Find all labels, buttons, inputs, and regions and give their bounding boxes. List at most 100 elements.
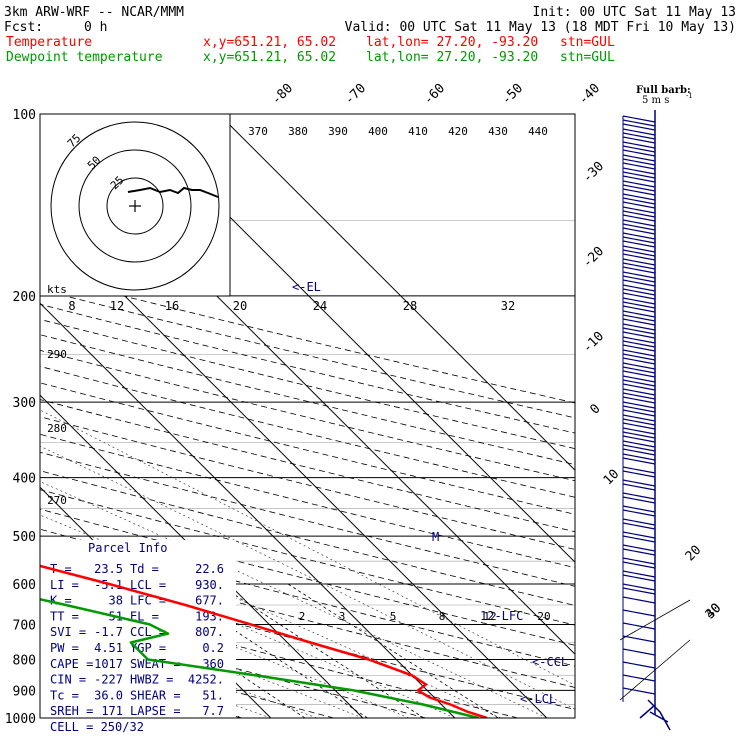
barb-legend-exp: -1 [686, 92, 693, 100]
wind-barb-flag [622, 505, 656, 513]
wind-barb-flag [622, 687, 656, 695]
barb-legend-units: 5 m s [642, 95, 669, 106]
sounding-annotations: <-EL 12-LFC <-CCL <-LCL M [292, 280, 568, 706]
wind-barb-flag [622, 297, 656, 305]
wind-barb-flag [622, 401, 656, 409]
wind-barb-flag [622, 314, 656, 322]
wind-barb-flag [622, 327, 656, 335]
wind-barb-flag [622, 622, 656, 630]
isotherm [40, 302, 456, 718]
wind-barb-flag [622, 331, 656, 339]
parcel-row-label: PW = [50, 641, 79, 655]
temperature-tick-label: 10 [601, 467, 623, 489]
parcel-row-label: TT = [50, 609, 79, 623]
wind-barb-flag [622, 422, 656, 430]
wind-barbs [619, 110, 691, 731]
parcel-row-label: HWBZ = [130, 673, 173, 687]
wind-barb-flag [622, 674, 656, 682]
wind-barb-flag [622, 496, 656, 504]
mixing-ratio-label: 2 [299, 610, 306, 623]
legend-dew-latlon: lat,lon= 27.20, -93.20 [366, 50, 538, 65]
wind-guide [619, 639, 691, 701]
wind-barb-flag [622, 253, 656, 261]
wind-barb-flag [622, 132, 656, 140]
parcel-row-value: 1017 [94, 657, 123, 671]
pressure-tick-label: 100 [13, 108, 36, 123]
wind-barb-flag [622, 357, 656, 365]
wind-barb-flag [622, 448, 656, 456]
wind-barb-flag [622, 284, 656, 292]
wind-barb-flag [622, 353, 656, 361]
wind-barb-flag [622, 206, 656, 214]
parcel-row-value: 36.0 [94, 688, 123, 702]
wind-barb-flag [622, 188, 656, 196]
moist-adiabat [40, 445, 575, 710]
temperature-line [40, 564, 488, 718]
wind-barb-flag [622, 175, 656, 183]
wind-barb-flag [622, 340, 656, 348]
wind-barb-flag [622, 544, 656, 552]
init-time: Init: 00 UTC Sat 11 May 13 [533, 5, 737, 20]
fcst-label: Fcst: [4, 20, 43, 35]
annotation-label: <-CCL [532, 655, 568, 669]
wind-barb-flag [622, 561, 656, 569]
temperature-tick-label: 0 [587, 401, 603, 417]
wind-barb-flag [622, 240, 656, 248]
parcel-row-value: 4252. [188, 673, 224, 687]
wind-barb-flag [622, 258, 656, 266]
dry-adiabat-label: 290 [47, 348, 67, 361]
moist-adiabat [40, 481, 547, 718]
wind-barb-flag [622, 587, 656, 595]
wind-barb-surface [639, 699, 671, 731]
wind-guide [619, 599, 691, 641]
hodograph-ring [78, 149, 192, 263]
wind-barb-flag [622, 522, 656, 530]
valid-time: Valid: 00 UTC Sat 11 May 13 (18 MDT Fri … [345, 20, 736, 35]
hodograph-units: kts [47, 283, 67, 296]
wind-barb-flag [622, 370, 656, 378]
hodograph-scale-label: 8 [68, 299, 75, 313]
hodograph-scale-label: 28 [403, 299, 417, 313]
annotation-label: 12-LFC [480, 609, 523, 623]
wind-barb-flag [622, 145, 656, 153]
dry-adiabat [40, 549, 575, 688]
theta-label: 400 [368, 125, 388, 138]
wind-barb-flag [622, 279, 656, 287]
wind-barb-flag [622, 223, 656, 231]
wind-barb-flag [622, 379, 656, 387]
wind-barb-flag [622, 583, 656, 591]
mixing-ratio-label: 5 [390, 610, 397, 623]
hodograph-scale-label: 24 [313, 299, 327, 313]
temperature-tick-label: 40 [703, 601, 725, 623]
wind-barb-flag [622, 323, 656, 331]
mixing-ratio-label: 8 [439, 610, 446, 623]
hodograph-ring [106, 177, 164, 235]
pressure-tick-label: 800 [13, 653, 36, 668]
wind-barb-flag [622, 288, 656, 296]
wind-barb-flag [622, 219, 656, 227]
wind-barb-flag [622, 171, 656, 179]
model-title: 3km ARW-WRF -- NCAR/MMM [4, 5, 184, 20]
hodograph-ring [50, 121, 220, 291]
wind-barb-flag [622, 518, 656, 526]
wind-barb-flag [622, 635, 656, 643]
isotherm [40, 394, 364, 718]
mixing-ratio-label: 20 [537, 610, 550, 623]
temperature-tick-label: 20 [683, 543, 705, 565]
parcel-row-label: SVI = [50, 625, 86, 639]
parcel-row-value: 23.5 [94, 562, 123, 576]
pressure-tick-label: 900 [13, 684, 36, 699]
parcel-row-label: SHEAR = [130, 688, 181, 702]
parcel-row-value: 0.2 [202, 641, 224, 655]
pressure-tick-label: 500 [13, 530, 36, 545]
hodograph-scale-label: 20 [233, 299, 247, 313]
wind-barb-flag [622, 366, 656, 374]
parcel-row-label: Td = [130, 562, 159, 576]
plot-frame [39, 113, 576, 719]
wind-barb-flag [622, 431, 656, 439]
wind-barb-flag [622, 648, 656, 656]
wind-barb-flag [622, 388, 656, 396]
